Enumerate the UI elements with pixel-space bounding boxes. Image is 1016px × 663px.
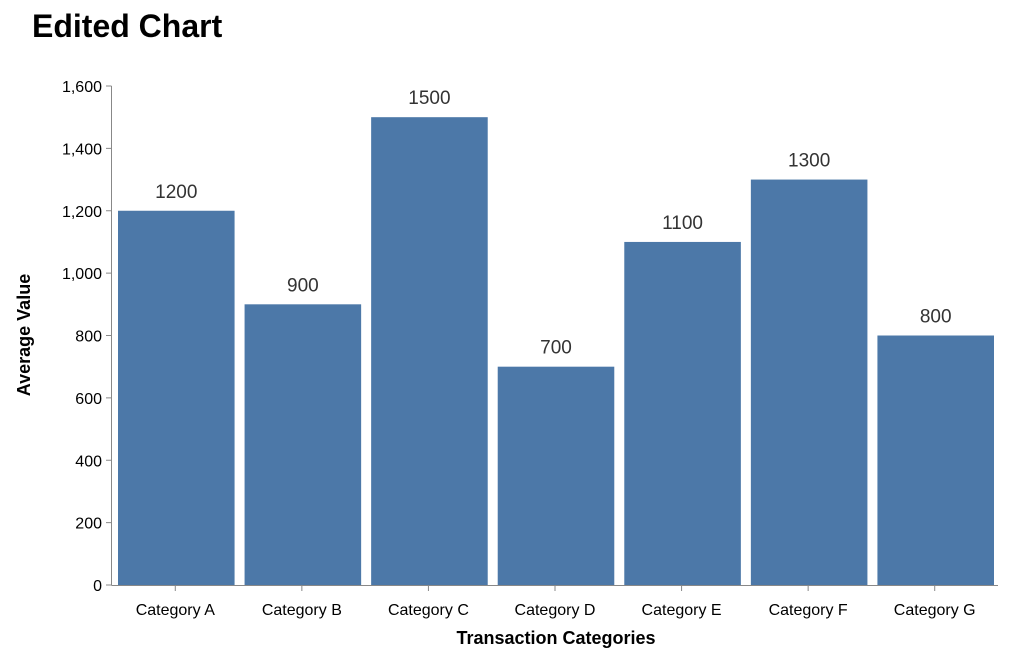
data-label: 1300 [788, 151, 830, 172]
bars-group [118, 117, 994, 585]
y-axis-title: Average Value [14, 274, 34, 396]
y-tick-label: 800 [75, 329, 102, 346]
data-label: 700 [540, 338, 572, 359]
data-label: 800 [920, 307, 952, 328]
data-label: 1200 [155, 182, 197, 203]
y-tick-label: 1,400 [62, 141, 102, 158]
y-tick-label: 0 [93, 578, 102, 595]
bar-category-f [750, 179, 868, 585]
x-axis: Category A Category B Category C Category D… [111, 585, 998, 619]
x-tick-label: Category A [136, 602, 215, 619]
x-tick-label: Category E [642, 602, 722, 619]
bar-category-g [877, 335, 994, 585]
y-tick-label: 200 [75, 516, 102, 533]
data-labels-group: 1200 900 1500 700 1100 1300 800 [155, 88, 951, 359]
y-tick-label: 1,200 [62, 204, 102, 221]
x-tick-label: Category C [388, 602, 469, 619]
y-tick-label: 600 [75, 391, 102, 408]
x-tick-label: Category F [769, 602, 848, 619]
data-label: 900 [287, 275, 319, 296]
x-tick-label: Category D [515, 602, 596, 619]
y-axis: 0 200 400 600 800 1,000 1,200 1,400 1,600 [62, 79, 112, 595]
x-tick-label: Category G [894, 602, 976, 619]
bar-category-a [118, 210, 235, 585]
x-tick-label: Category B [262, 602, 342, 619]
bar-category-c [371, 117, 488, 585]
y-tick-label: 1,600 [62, 79, 102, 96]
bar-category-d [497, 366, 615, 585]
bar-category-b [244, 304, 362, 585]
data-label: 1100 [662, 213, 703, 234]
y-tick-label: 400 [75, 453, 102, 470]
x-axis-title: Transaction Categories [456, 628, 655, 648]
data-label: 1500 [408, 88, 450, 109]
chart-title: Edited Chart [32, 8, 223, 44]
y-tick-label: 1,000 [62, 266, 102, 283]
bar-category-e [624, 241, 741, 585]
